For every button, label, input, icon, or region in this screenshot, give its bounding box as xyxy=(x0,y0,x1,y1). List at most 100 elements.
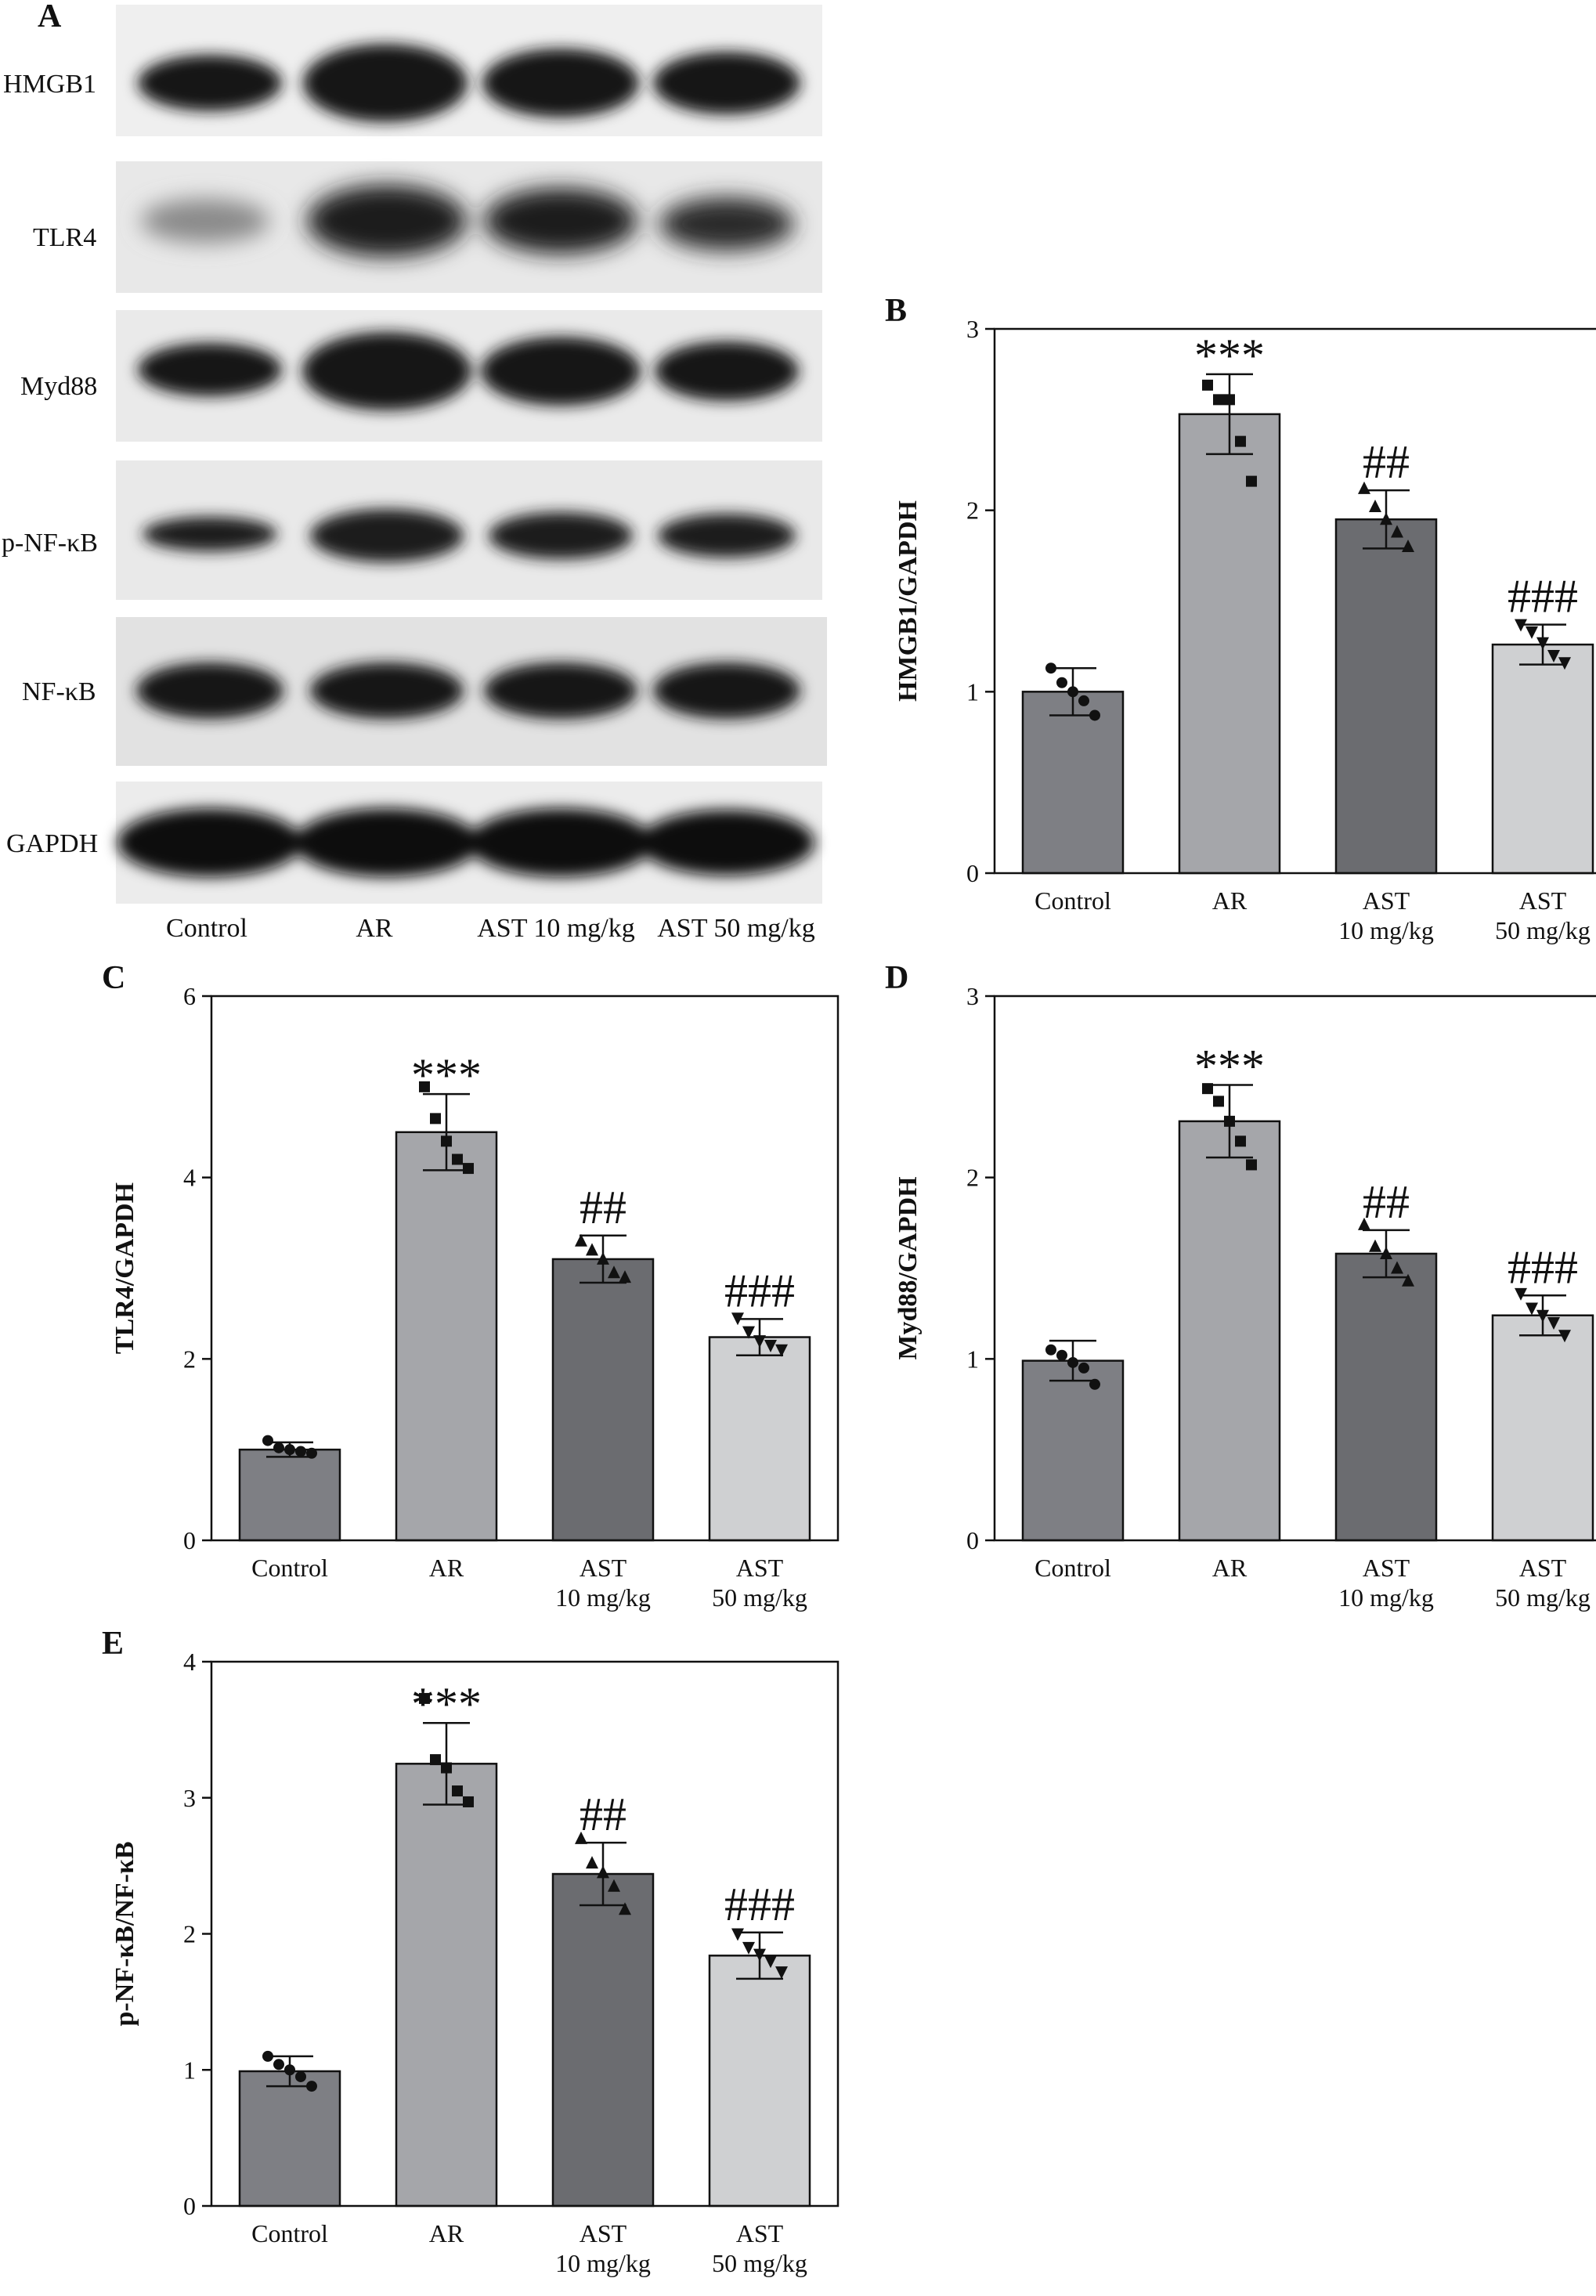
x-category-sublabel: 10 mg/kg xyxy=(555,1583,651,1612)
data-point xyxy=(430,1113,441,1125)
data-point xyxy=(1380,512,1392,525)
bar-2 xyxy=(1178,1120,1281,1542)
data-point xyxy=(273,2059,284,2070)
data-point xyxy=(764,1955,777,1969)
plot-frame xyxy=(993,327,1596,875)
data-point xyxy=(1558,1330,1571,1343)
x-category-sublabel: 50 mg/kg xyxy=(712,1583,807,1612)
blot-band-tlr4-ar xyxy=(307,185,467,257)
y-tick-label: 0 xyxy=(183,2192,196,2220)
data-point xyxy=(419,1692,430,1704)
data-point xyxy=(1369,1239,1381,1252)
data-point xyxy=(775,1966,788,1980)
data-point xyxy=(1391,1261,1403,1274)
blot-band-p-nfkb-ast10 xyxy=(489,512,633,559)
data-point xyxy=(597,1865,609,1879)
blot-band-nfkb-ast10 xyxy=(484,662,637,719)
x-category-label: AST xyxy=(1363,886,1410,915)
blot-row-label-nfkb: NF-κB xyxy=(22,677,96,706)
data-point xyxy=(306,2081,317,2092)
data-point xyxy=(1213,1096,1224,1107)
bar-3 xyxy=(551,1258,655,1542)
data-point xyxy=(1402,1273,1414,1287)
x-category-label: Control xyxy=(251,2219,328,2247)
data-point xyxy=(619,1902,631,1915)
y-axis-label: p-NF-κB/NF-κB xyxy=(110,1841,139,2026)
blot-row-label-p-nfkb: p-NF-κB xyxy=(2,529,98,558)
data-point xyxy=(1067,1356,1078,1368)
data-point xyxy=(731,1928,744,1941)
bar-3 xyxy=(551,1872,655,2208)
data-point xyxy=(1526,626,1538,639)
data-point xyxy=(295,1446,306,1457)
y-tick-label: 4 xyxy=(183,1164,196,1192)
blot-band-tlr4-ast50 xyxy=(659,197,794,251)
x-category-label: AR xyxy=(1212,886,1248,915)
blot-band-tlr4-ast10 xyxy=(484,188,637,254)
data-point xyxy=(1089,709,1100,721)
y-tick-label: 2 xyxy=(183,1920,196,1948)
blot-row-label-gapdh: GAPDH xyxy=(6,829,98,858)
blot-band-nfkb-ar xyxy=(310,662,464,719)
blot-band-p-nfkb-ar xyxy=(310,509,464,562)
data-point xyxy=(1246,1159,1257,1171)
data-point xyxy=(452,1785,463,1797)
bar-4 xyxy=(1491,643,1594,875)
data-point xyxy=(1246,475,1257,487)
panel-letter-b: B xyxy=(885,293,907,329)
blot-band-hmgb1-ast10 xyxy=(482,49,639,117)
data-point xyxy=(1067,686,1078,698)
x-category-label: AST xyxy=(580,2219,627,2247)
data-point xyxy=(463,1796,474,1807)
x-category-label: Control xyxy=(1035,1554,1111,1582)
data-point xyxy=(1235,1135,1246,1147)
bar-1 xyxy=(1021,691,1125,875)
x-category-sublabel: 50 mg/kg xyxy=(1495,1583,1591,1612)
y-tick-label: 1 xyxy=(183,2056,196,2084)
significance-label: ### xyxy=(1508,1241,1578,1293)
x-category-label: AST xyxy=(580,1554,627,1582)
data-point xyxy=(586,1243,598,1256)
x-category-sublabel: 10 mg/kg xyxy=(555,2249,651,2277)
significance-label: *** xyxy=(1194,330,1265,381)
blot-band-gapdh-ar xyxy=(294,808,479,877)
blot-band-tlr4-control xyxy=(141,199,269,243)
panel-letter-a: A xyxy=(38,0,62,34)
y-tick-label: 2 xyxy=(966,496,979,525)
significance-label: *** xyxy=(1194,1041,1265,1092)
data-point xyxy=(753,1335,766,1348)
data-point xyxy=(284,1444,295,1456)
x-category-label: AST xyxy=(736,2219,784,2247)
data-point xyxy=(1045,1344,1056,1356)
blot-band-gapdh-ast50 xyxy=(639,810,814,875)
data-point xyxy=(742,1326,755,1339)
data-point xyxy=(1536,1309,1549,1323)
x-category-label: Control xyxy=(1035,886,1111,915)
data-point xyxy=(1547,1317,1560,1330)
blot-row-label-hmgb1: HMGB1 xyxy=(3,70,96,99)
bar-1 xyxy=(238,1448,341,1542)
data-point xyxy=(463,1163,474,1175)
y-tick-label: 6 xyxy=(183,982,196,1010)
data-point xyxy=(742,1941,755,1955)
x-category-label: AR xyxy=(429,2219,464,2247)
data-point xyxy=(1202,1083,1213,1095)
bar-4 xyxy=(708,1955,811,2208)
plot-frame xyxy=(210,1660,840,2208)
data-point xyxy=(430,1754,441,1766)
data-point xyxy=(1380,1246,1392,1259)
y-tick-label: 1 xyxy=(966,677,979,706)
significance-label: ## xyxy=(1363,436,1410,488)
data-point xyxy=(1515,619,1527,632)
plot-frame xyxy=(210,995,840,1542)
data-point xyxy=(262,1435,273,1446)
data-point xyxy=(1391,525,1403,538)
y-tick-label: 0 xyxy=(966,1526,979,1554)
significance-label: ## xyxy=(580,1789,626,1840)
data-point xyxy=(1202,379,1213,391)
data-point xyxy=(284,2064,295,2076)
blot-lane-label-ast10: AST 10 mg/kg xyxy=(477,914,635,943)
blot-lane-label-ar: AR xyxy=(356,914,393,943)
data-point xyxy=(1369,500,1381,513)
